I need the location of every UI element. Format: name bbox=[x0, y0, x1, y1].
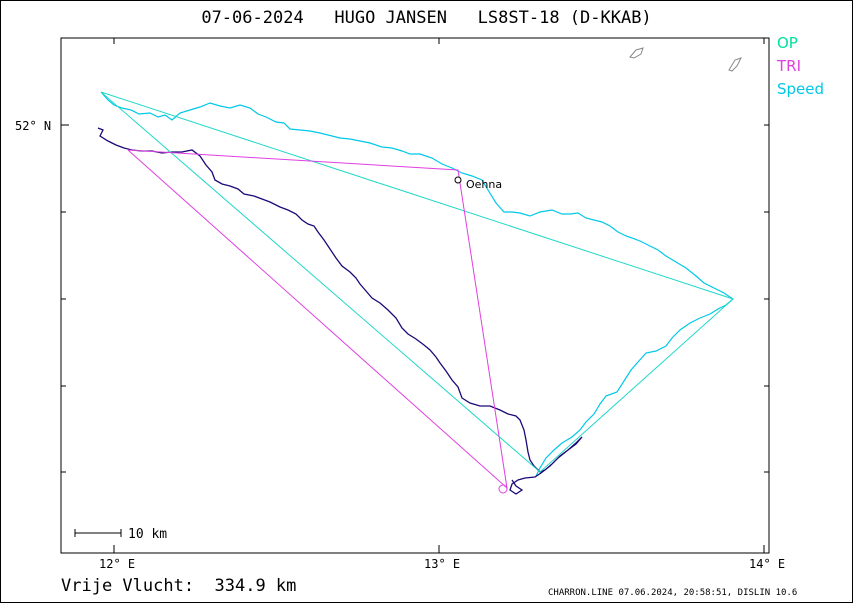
flight-track bbox=[97, 127, 583, 495]
legend-speed: Speed bbox=[777, 80, 825, 98]
map-border bbox=[60, 37, 770, 554]
legend-op: OP bbox=[777, 34, 798, 52]
lon-label-13e: 13° E bbox=[424, 557, 460, 571]
lon-label-12e: 12° E bbox=[99, 557, 135, 571]
scale-bar: 10 km bbox=[74, 527, 167, 542]
footer-credit: CHARRON.LINE 07.06.2024, 20:58:51, DISLI… bbox=[548, 588, 798, 598]
waypoint-marker bbox=[454, 176, 462, 184]
page-title: 07-06-2024 HUGO JANSEN LS8ST-18 (D-KKAB) bbox=[201, 8, 652, 28]
tri-triangle bbox=[127, 149, 508, 490]
waypoint-label: Oehna bbox=[466, 178, 502, 191]
op-triangle bbox=[100, 91, 734, 473]
flight-distance: Vrije Vlucht: 334.9 km bbox=[61, 576, 297, 596]
legend-tri: TRI bbox=[777, 57, 802, 75]
lake-shape bbox=[629, 47, 644, 59]
x-ticks bbox=[113, 38, 765, 553]
lat-label-52n: 52° N bbox=[15, 119, 51, 133]
scale-bar-label: 10 km bbox=[128, 527, 167, 542]
speed-track bbox=[100, 91, 734, 477]
y-ticks bbox=[61, 124, 769, 473]
start-marker bbox=[498, 484, 508, 494]
lake-shape bbox=[728, 57, 742, 72]
lon-label-14e: 14° E bbox=[749, 557, 785, 571]
